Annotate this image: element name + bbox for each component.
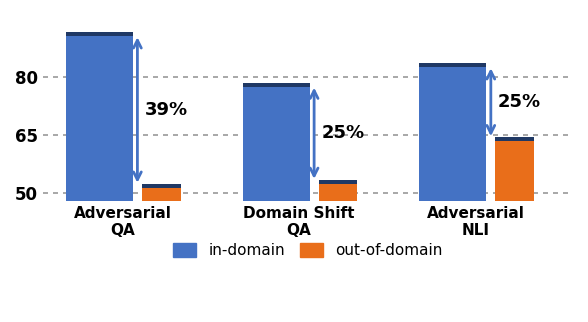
Bar: [419, 65, 486, 201]
Bar: [142, 185, 181, 201]
Bar: [495, 137, 534, 141]
Bar: [319, 180, 358, 184]
Bar: [66, 33, 133, 36]
Text: 39%: 39%: [145, 101, 188, 119]
Bar: [66, 34, 133, 201]
Text: 25%: 25%: [321, 124, 365, 142]
Text: 25%: 25%: [498, 93, 541, 111]
Bar: [242, 85, 310, 201]
Bar: [319, 182, 358, 201]
Legend: in-domain, out-of-domain: in-domain, out-of-domain: [167, 237, 449, 264]
Bar: [495, 139, 534, 201]
Bar: [142, 184, 181, 187]
Bar: [242, 83, 310, 87]
Bar: [419, 63, 486, 67]
